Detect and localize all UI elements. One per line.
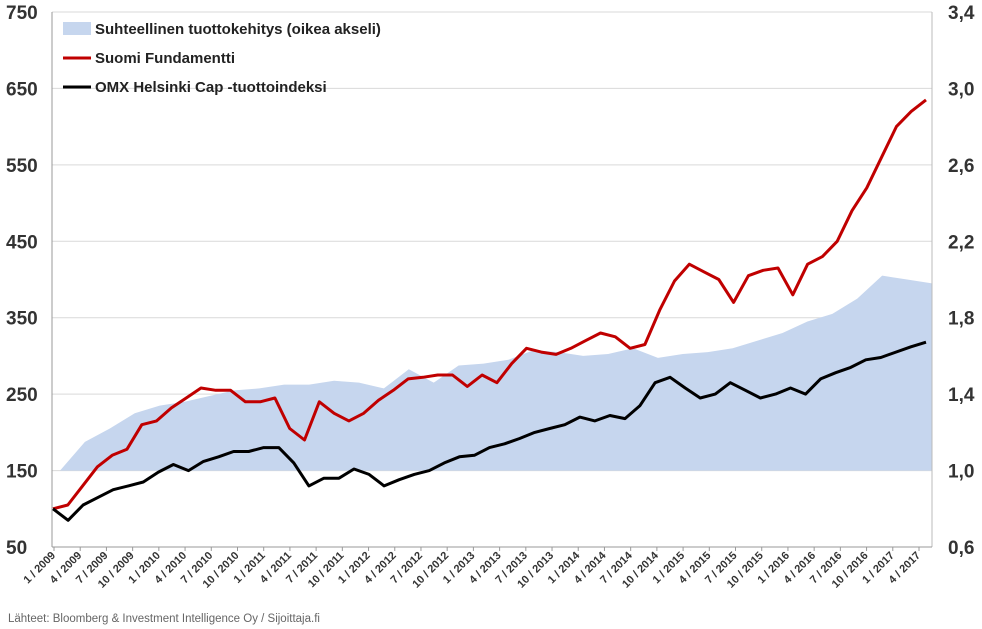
left-tick-label: 450: [6, 232, 38, 253]
right-axis-ticks: 0,6 1,0 1,4 1,8 2,2 2,6 3,0 3,4: [948, 3, 975, 559]
left-tick-label: 350: [6, 309, 38, 330]
legend-swatch-area: [63, 22, 91, 35]
left-tick-label: 50: [6, 538, 27, 559]
left-tick-label: 750: [6, 3, 38, 24]
line-series-group: [52, 98, 927, 522]
legend-label: Suhteellinen tuottokehitys (oikea akseli…: [95, 21, 381, 38]
right-tick-label: 1,0: [948, 462, 974, 483]
legend-label: OMX Helsinki Cap -tuottoindeksi: [95, 79, 327, 96]
right-tick-label: 0,6: [948, 538, 974, 559]
legend-label: Suomi Fundamentti: [95, 50, 235, 67]
source-note: Lähteet: Bloomberg & Investment Intellig…: [8, 613, 320, 625]
right-tick-label: 2,6: [948, 156, 974, 177]
legend: Suhteellinen tuottokehitys (oikea akseli…: [63, 21, 381, 96]
omx-helsinki-line: [52, 340, 927, 522]
right-tick-label: 1,8: [948, 309, 974, 330]
left-tick-label: 250: [6, 385, 38, 406]
right-tick-label: 2,2: [948, 232, 974, 253]
left-axis-ticks: 50 150 250 350 450 550 650 750: [6, 3, 38, 559]
left-tick-label: 150: [6, 462, 38, 483]
left-tick-label: 650: [6, 79, 38, 100]
relative-performance-area-series: [60, 275, 932, 471]
suomi-fundamentti-line: [52, 98, 927, 511]
left-tick-label: 550: [6, 156, 38, 177]
right-tick-label: 3,0: [948, 79, 974, 100]
right-tick-label: 1,4: [948, 385, 975, 406]
right-tick-label: 3,4: [948, 3, 975, 24]
axes: [51, 12, 933, 548]
area-series: [60, 275, 932, 471]
